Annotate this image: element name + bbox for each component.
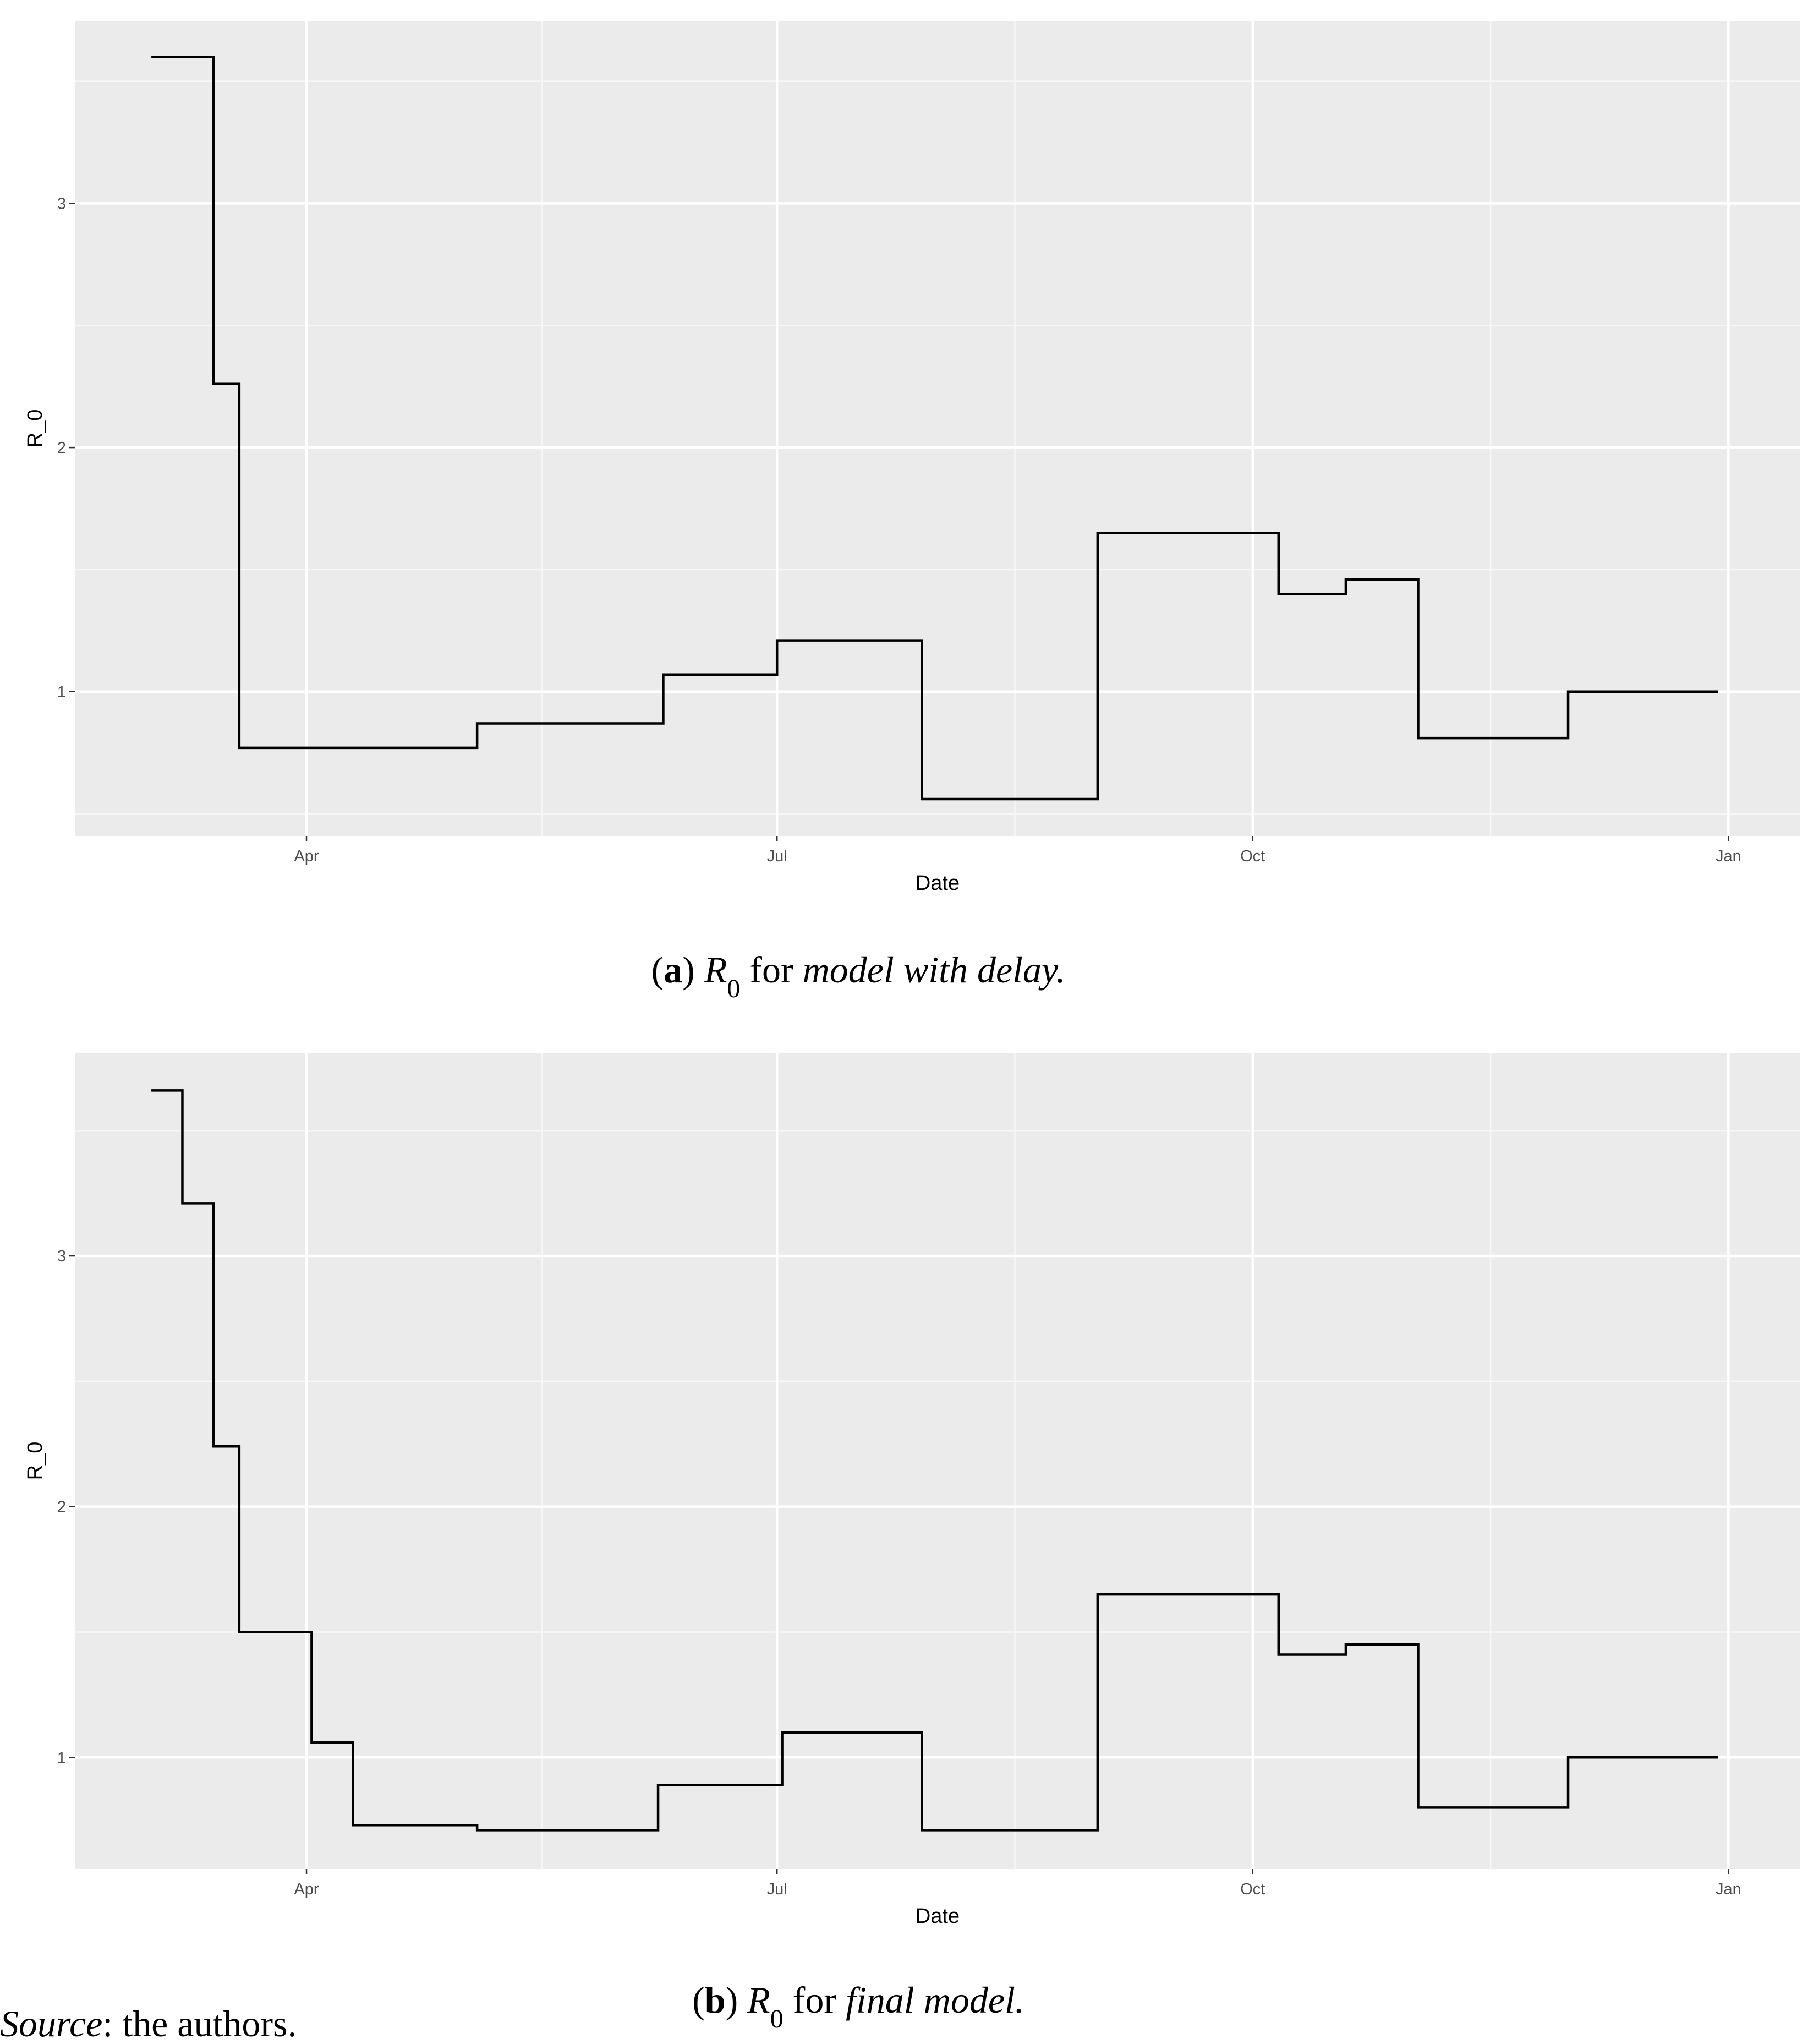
y-tick-label: 3: [57, 195, 66, 212]
text-part: (: [692, 1979, 705, 2021]
text-part: (: [651, 949, 664, 991]
caption: (b) R0 for final model.: [692, 1979, 1024, 2034]
y-axis-title: R_0: [24, 409, 47, 448]
text-part: for: [784, 1979, 846, 2021]
x-axis-title: Date: [916, 1905, 960, 1928]
x-tick-label: Oct: [1240, 848, 1265, 865]
text-part: model with delay.: [803, 949, 1066, 991]
data-line: [151, 55, 1718, 801]
y-tick-label: 2: [57, 439, 66, 457]
y-tick-label: 2: [57, 1499, 66, 1516]
text-part: b: [705, 1979, 726, 2021]
text-part: : the authors.: [102, 2003, 297, 2044]
y-tick-label: 1: [57, 684, 66, 701]
caption: (a) R0 for model with delay.: [651, 949, 1066, 1003]
x-tick-label: Jan: [1716, 848, 1741, 865]
y-tick-label: 3: [57, 1248, 66, 1265]
y-tick-label: 1: [57, 1749, 66, 1767]
text-part: R: [704, 949, 727, 991]
x-tick-label: Jul: [767, 848, 787, 865]
data-line: [151, 1089, 1718, 1832]
source-note: Source: the authors.: [0, 2003, 297, 2044]
text-part: 0: [770, 2004, 784, 2034]
chart: 1 2 3 Apr Jul Oct Jan Date R_0 (a) R0 for model w…: [24, 21, 1800, 1003]
text-part: final model.: [846, 1979, 1024, 2021]
plot-panel: [75, 1053, 1800, 1869]
text-part: a: [664, 949, 682, 991]
plot-panel: [75, 21, 1800, 836]
text-part: for: [740, 949, 802, 991]
text-part: ): [726, 1979, 748, 2021]
text-part: R: [747, 1979, 770, 2021]
text-part: Source: [0, 2003, 102, 2044]
x-tick-label: Apr: [294, 848, 319, 865]
y-axis-title: R_0: [24, 1442, 47, 1480]
x-axis-title: Date: [916, 872, 960, 895]
chart: 1 2 3 Apr Jul Oct Jan Date R_0 (b) R0 for final m…: [24, 1053, 1800, 2034]
text-part: 0: [727, 974, 740, 1003]
text-part: ): [682, 949, 704, 991]
x-tick-label: Oct: [1240, 1881, 1265, 1898]
x-tick-label: Jan: [1716, 1881, 1741, 1898]
x-tick-label: Apr: [294, 1881, 319, 1898]
x-tick-label: Jul: [767, 1881, 787, 1898]
